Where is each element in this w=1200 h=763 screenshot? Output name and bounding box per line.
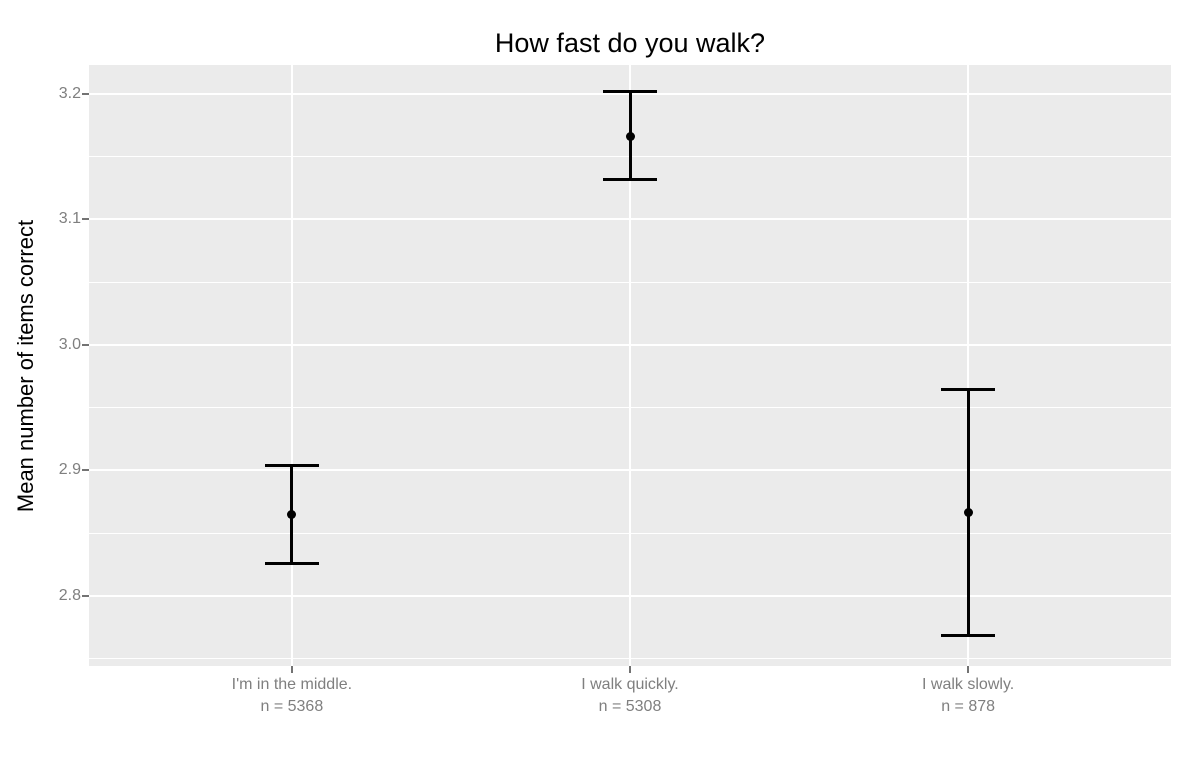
x-category-label-text: I walk slowly. xyxy=(922,676,1015,693)
error-bar-cap-top xyxy=(941,388,996,392)
x-gridline-major xyxy=(629,65,631,666)
y-tick-mark xyxy=(82,218,89,221)
x-category-n-count: n = 878 xyxy=(941,698,996,715)
x-category-n-count: n = 5368 xyxy=(260,698,324,715)
y-tick-label: 2.9 xyxy=(58,461,81,479)
y-tick-label: 3.0 xyxy=(58,335,81,353)
y-tick-mark xyxy=(82,92,89,95)
x-category-label: I walk quickly. n = 5308 xyxy=(470,674,790,718)
y-tick-mark xyxy=(82,594,89,597)
x-category-label: I walk slowly. n = 878 xyxy=(808,674,1128,718)
x-tick-mark xyxy=(290,666,293,673)
y-tick-label: 3.2 xyxy=(58,84,81,102)
y-tick-mark xyxy=(82,343,89,346)
mean-point xyxy=(963,508,973,518)
mean-point xyxy=(287,509,297,519)
x-tick-mark xyxy=(629,666,631,673)
chart-title: How fast do you walk? xyxy=(494,28,766,58)
error-bar-cap-top xyxy=(264,463,319,467)
error-bar-cap-bottom xyxy=(603,177,657,181)
error-bar-cap-bottom xyxy=(941,634,996,638)
mean-point xyxy=(625,132,635,142)
x-tick-mark xyxy=(967,666,970,673)
x-category-label-text: I walk quickly. xyxy=(581,676,679,693)
x-category-label-text: I'm in the middle. xyxy=(231,676,353,693)
y-axis-title: Mean number of items correct xyxy=(12,65,40,666)
error-bar-cap-bottom xyxy=(264,561,319,565)
y-tick-mark xyxy=(82,469,89,472)
x-gridline-major xyxy=(290,65,293,666)
x-gridline-major xyxy=(967,65,970,666)
y-tick-label: 2.8 xyxy=(58,586,81,604)
y-tick-label: 3.1 xyxy=(58,210,81,228)
x-category-label: I'm in the middle. n = 5368 xyxy=(132,674,452,718)
x-category-n-count: n = 5308 xyxy=(598,698,662,715)
error-bar-cap-top xyxy=(603,89,657,93)
plot-panel xyxy=(89,65,1171,666)
